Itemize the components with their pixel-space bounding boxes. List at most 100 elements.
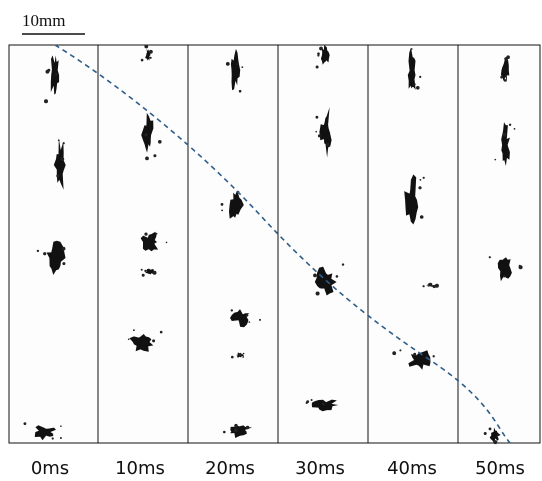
droplet: [500, 75, 504, 79]
droplet: [60, 425, 62, 428]
droplet: [223, 430, 226, 434]
droplet: [317, 134, 321, 138]
droplet: [51, 437, 54, 440]
droplet: [410, 48, 413, 50]
particle: [46, 240, 66, 275]
panel-label: 40ms: [387, 458, 437, 479]
droplet: [238, 353, 242, 357]
droplet: [59, 437, 62, 439]
droplet: [315, 65, 319, 69]
droplet: [508, 123, 512, 127]
droplet: [419, 75, 422, 78]
droplet: [422, 176, 425, 179]
droplet: [152, 339, 156, 343]
droplet: [62, 262, 66, 266]
droplet: [306, 400, 310, 403]
panel-label: 50ms: [475, 458, 525, 479]
droplet: [259, 318, 261, 321]
droplet: [239, 203, 242, 206]
droplet: [246, 314, 249, 317]
droplet: [127, 338, 130, 341]
droplet: [392, 351, 397, 356]
particle: [407, 47, 416, 90]
droplet: [60, 157, 65, 161]
image-frame: [8, 44, 541, 444]
droplet: [434, 283, 439, 288]
droplet: [242, 352, 245, 355]
droplet: [310, 399, 313, 401]
droplet: [234, 423, 238, 428]
particle: [404, 174, 419, 225]
droplet: [325, 142, 330, 146]
droplet: [140, 268, 143, 271]
droplet: [432, 355, 435, 358]
droplet: [238, 89, 242, 93]
droplet: [36, 249, 40, 253]
particle: [311, 399, 339, 412]
droplet: [504, 57, 508, 61]
droplet: [322, 402, 325, 406]
droplet: [513, 127, 516, 130]
droplet: [61, 246, 66, 251]
droplet: [419, 215, 424, 219]
particle: [145, 268, 155, 275]
droplet: [155, 232, 158, 235]
droplet: [483, 432, 487, 435]
droplet: [133, 329, 135, 332]
droplet: [413, 352, 417, 356]
panel-label: 10ms: [115, 458, 165, 479]
droplet: [428, 282, 433, 287]
droplet: [149, 56, 152, 59]
droplet: [493, 440, 498, 445]
droplet: [159, 330, 163, 334]
droplet: [488, 427, 492, 431]
droplet: [140, 58, 144, 62]
panel-label: 0ms: [31, 458, 69, 479]
droplet: [145, 156, 149, 161]
particle: [489, 427, 501, 443]
droplet: [144, 44, 149, 49]
droplet: [518, 265, 523, 270]
droplet: [315, 130, 318, 133]
droplet: [317, 52, 320, 55]
droplet: [149, 49, 153, 54]
particle: [229, 190, 244, 219]
scale-label: 10mm: [22, 11, 65, 30]
droplet: [23, 422, 27, 425]
droplet: [422, 285, 425, 288]
particle: [230, 48, 241, 91]
panel-label: 20ms: [205, 458, 255, 479]
droplet: [494, 158, 497, 161]
droplet: [419, 179, 422, 181]
droplet: [413, 83, 416, 86]
droplet: [165, 241, 168, 244]
droplet: [57, 139, 60, 142]
droplet: [315, 291, 320, 296]
droplet: [335, 275, 339, 278]
droplet: [503, 79, 507, 82]
droplet: [150, 236, 152, 239]
droplet: [416, 86, 420, 90]
panel-dividers: [97, 45, 459, 443]
droplet: [144, 232, 148, 236]
droplet: [399, 349, 402, 352]
particle: [497, 257, 512, 282]
droplet: [245, 425, 250, 430]
panel-label: 30ms: [295, 458, 345, 479]
droplet: [225, 62, 230, 66]
droplet: [503, 275, 506, 278]
droplet: [497, 434, 500, 437]
droplet: [153, 154, 157, 158]
particle: [500, 57, 510, 83]
droplet: [233, 428, 238, 433]
droplet: [56, 174, 60, 178]
droplet: [236, 63, 239, 66]
droplet: [242, 356, 245, 358]
panel-labels: 0ms 10ms 20ms 30ms 40ms 50ms: [31, 458, 525, 479]
droplet: [152, 270, 157, 275]
droplet: [158, 140, 162, 144]
droplet: [418, 186, 422, 190]
droplet: [47, 68, 51, 72]
particle: [34, 425, 56, 441]
